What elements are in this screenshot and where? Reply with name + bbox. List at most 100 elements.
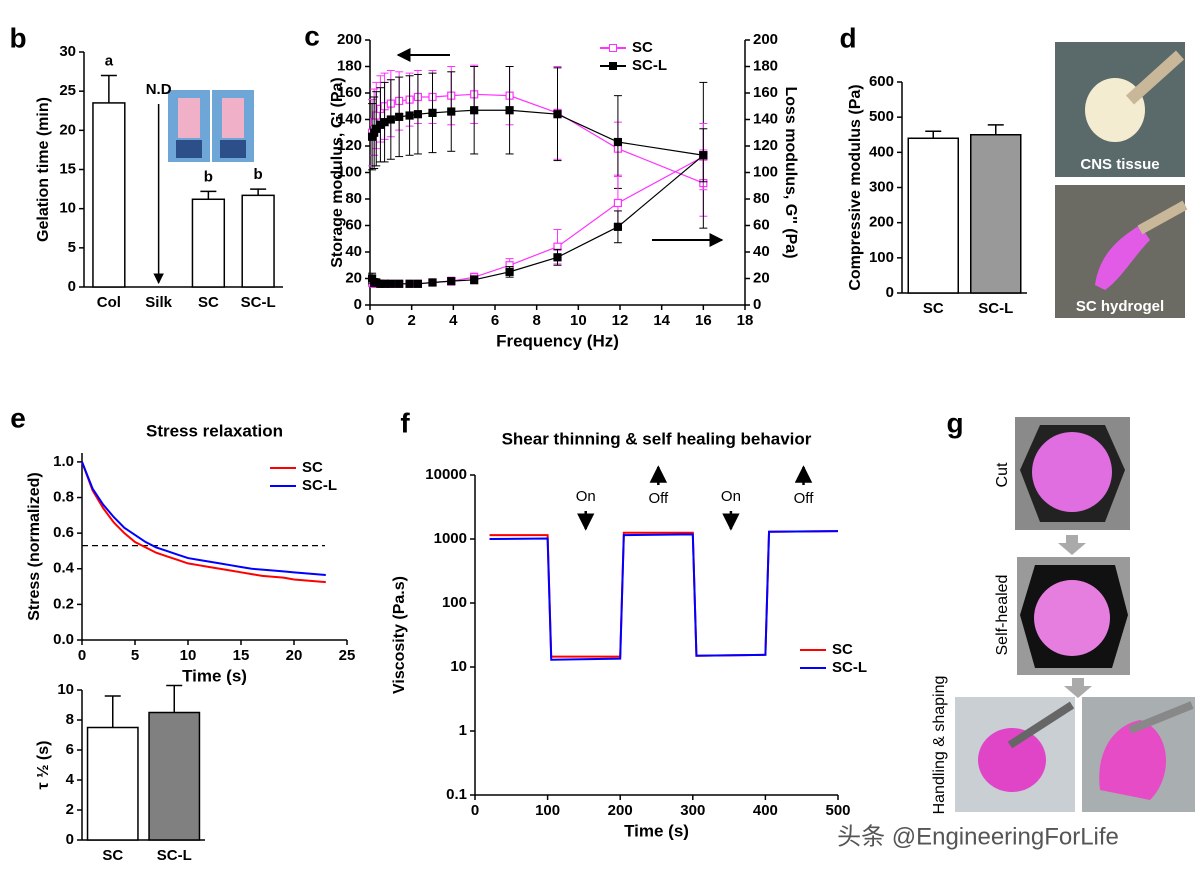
vial-cap <box>176 140 202 158</box>
marker <box>428 278 437 287</box>
x-tick-label: 0 <box>471 802 479 819</box>
x-tick-label: 100 <box>535 802 560 819</box>
marker <box>413 110 423 119</box>
y-tick-label: 1000 <box>434 530 467 547</box>
x-tick-label: 5 <box>131 647 139 664</box>
marker <box>386 115 395 124</box>
panel-label: f <box>400 407 410 438</box>
x-tick-label: Col <box>97 294 121 311</box>
bar <box>907 137 959 294</box>
photo-object <box>1125 50 1185 105</box>
series-line <box>81 461 326 584</box>
marker <box>553 253 562 262</box>
marker <box>405 111 414 120</box>
annotation: On <box>721 488 741 505</box>
bar <box>191 198 226 288</box>
series-line <box>371 154 704 285</box>
x-tick-label: SC <box>102 847 123 864</box>
y-tick-label: 4 <box>66 771 75 788</box>
legend-label: SC <box>632 39 653 56</box>
series-line <box>489 530 839 661</box>
x-tick-label: SC-L <box>978 300 1013 317</box>
y-tick-label: 400 <box>869 143 894 160</box>
x-tick-label: SC <box>198 294 219 311</box>
annotation: N.D <box>146 81 172 98</box>
bar <box>86 726 139 841</box>
y-tick-label: 80 <box>753 190 770 207</box>
y-tick-label: 300 <box>869 178 894 195</box>
marker <box>553 110 562 119</box>
y-axis-label: τ ½ (s) <box>35 741 52 790</box>
annotation: b <box>204 168 213 185</box>
bar <box>92 102 126 288</box>
x-tick-label: 4 <box>449 312 458 329</box>
y-tick-label: 100 <box>869 249 894 266</box>
y-axis-label: Gelation time (min) <box>35 97 52 242</box>
y-tick-label: 120 <box>753 137 778 154</box>
y-tick-label: 40 <box>345 243 362 260</box>
photo-object <box>1095 225 1150 290</box>
y-tick-label: 0 <box>354 296 362 313</box>
x-tick-label: 20 <box>286 647 303 664</box>
marker <box>699 151 708 160</box>
y-tick-label: 60 <box>345 216 362 233</box>
photo-object <box>1032 432 1112 512</box>
photo-object <box>1137 200 1188 235</box>
panel-label: g <box>946 407 963 438</box>
y-axis-label: Stress (normalized) <box>26 472 43 620</box>
y-tick-label: 8 <box>66 711 74 728</box>
legend-marker <box>609 62 617 70</box>
legend-label: SC-L <box>632 57 667 74</box>
watermark: 头条 @EngineeringForLife <box>837 823 1119 850</box>
y-tick-label: 1 <box>459 722 467 739</box>
y-axis-label: Compressive modulus (Pa) <box>847 84 864 290</box>
series-line <box>489 530 839 658</box>
series-line <box>371 93 704 184</box>
marker <box>447 277 456 286</box>
y-tick-label: 6 <box>66 741 74 758</box>
y-tick-label: 10 <box>57 681 74 698</box>
marker <box>413 279 423 288</box>
annotation: a <box>105 52 114 69</box>
marker <box>613 137 623 147</box>
vial <box>178 98 200 138</box>
y-tick-label: 20 <box>59 121 76 138</box>
bar <box>148 711 201 841</box>
annotation: b <box>254 166 263 183</box>
x-tick-label: SC <box>923 300 944 317</box>
x-tick-label: 14 <box>653 312 670 329</box>
x-tick-label: 6 <box>491 312 499 329</box>
photo-caption: Handling & shaping <box>931 676 948 815</box>
bar <box>970 134 1022 294</box>
y-tick-label: 0.4 <box>53 560 75 577</box>
y-tick-label: 0.0 <box>53 631 74 648</box>
y-tick-label: 15 <box>59 160 76 177</box>
marker <box>428 108 437 117</box>
legend-label: SC <box>832 641 853 658</box>
x-axis-label: Time (s) <box>182 666 247 685</box>
x-tick-label: 400 <box>753 802 778 819</box>
y-tick-label: 180 <box>337 57 362 74</box>
arrow <box>1058 535 1086 555</box>
x-tick-label: Silk <box>145 294 172 311</box>
y-tick-label: 20 <box>753 269 770 286</box>
x-tick-label: 0 <box>366 312 374 329</box>
y-tick-label: 10000 <box>425 466 467 483</box>
photo-caption: Self-healed <box>994 575 1011 656</box>
x-tick-label: 18 <box>737 312 754 329</box>
marker <box>505 106 514 115</box>
x-tick-label: 10 <box>570 312 587 329</box>
panel-label: e <box>10 402 26 433</box>
y-tick-label: 20 <box>345 269 362 286</box>
vial <box>222 98 244 138</box>
x-tick-label: 25 <box>339 647 356 664</box>
y-tick-label: 160 <box>753 84 778 101</box>
panel-label: b <box>9 22 26 53</box>
x-tick-label: 10 <box>180 647 197 664</box>
y-tick-label: 200 <box>337 31 362 48</box>
y-tick-label: 200 <box>753 31 778 48</box>
marker <box>470 275 479 284</box>
y-tick-label: 0.6 <box>53 524 74 541</box>
series-line <box>81 461 326 576</box>
